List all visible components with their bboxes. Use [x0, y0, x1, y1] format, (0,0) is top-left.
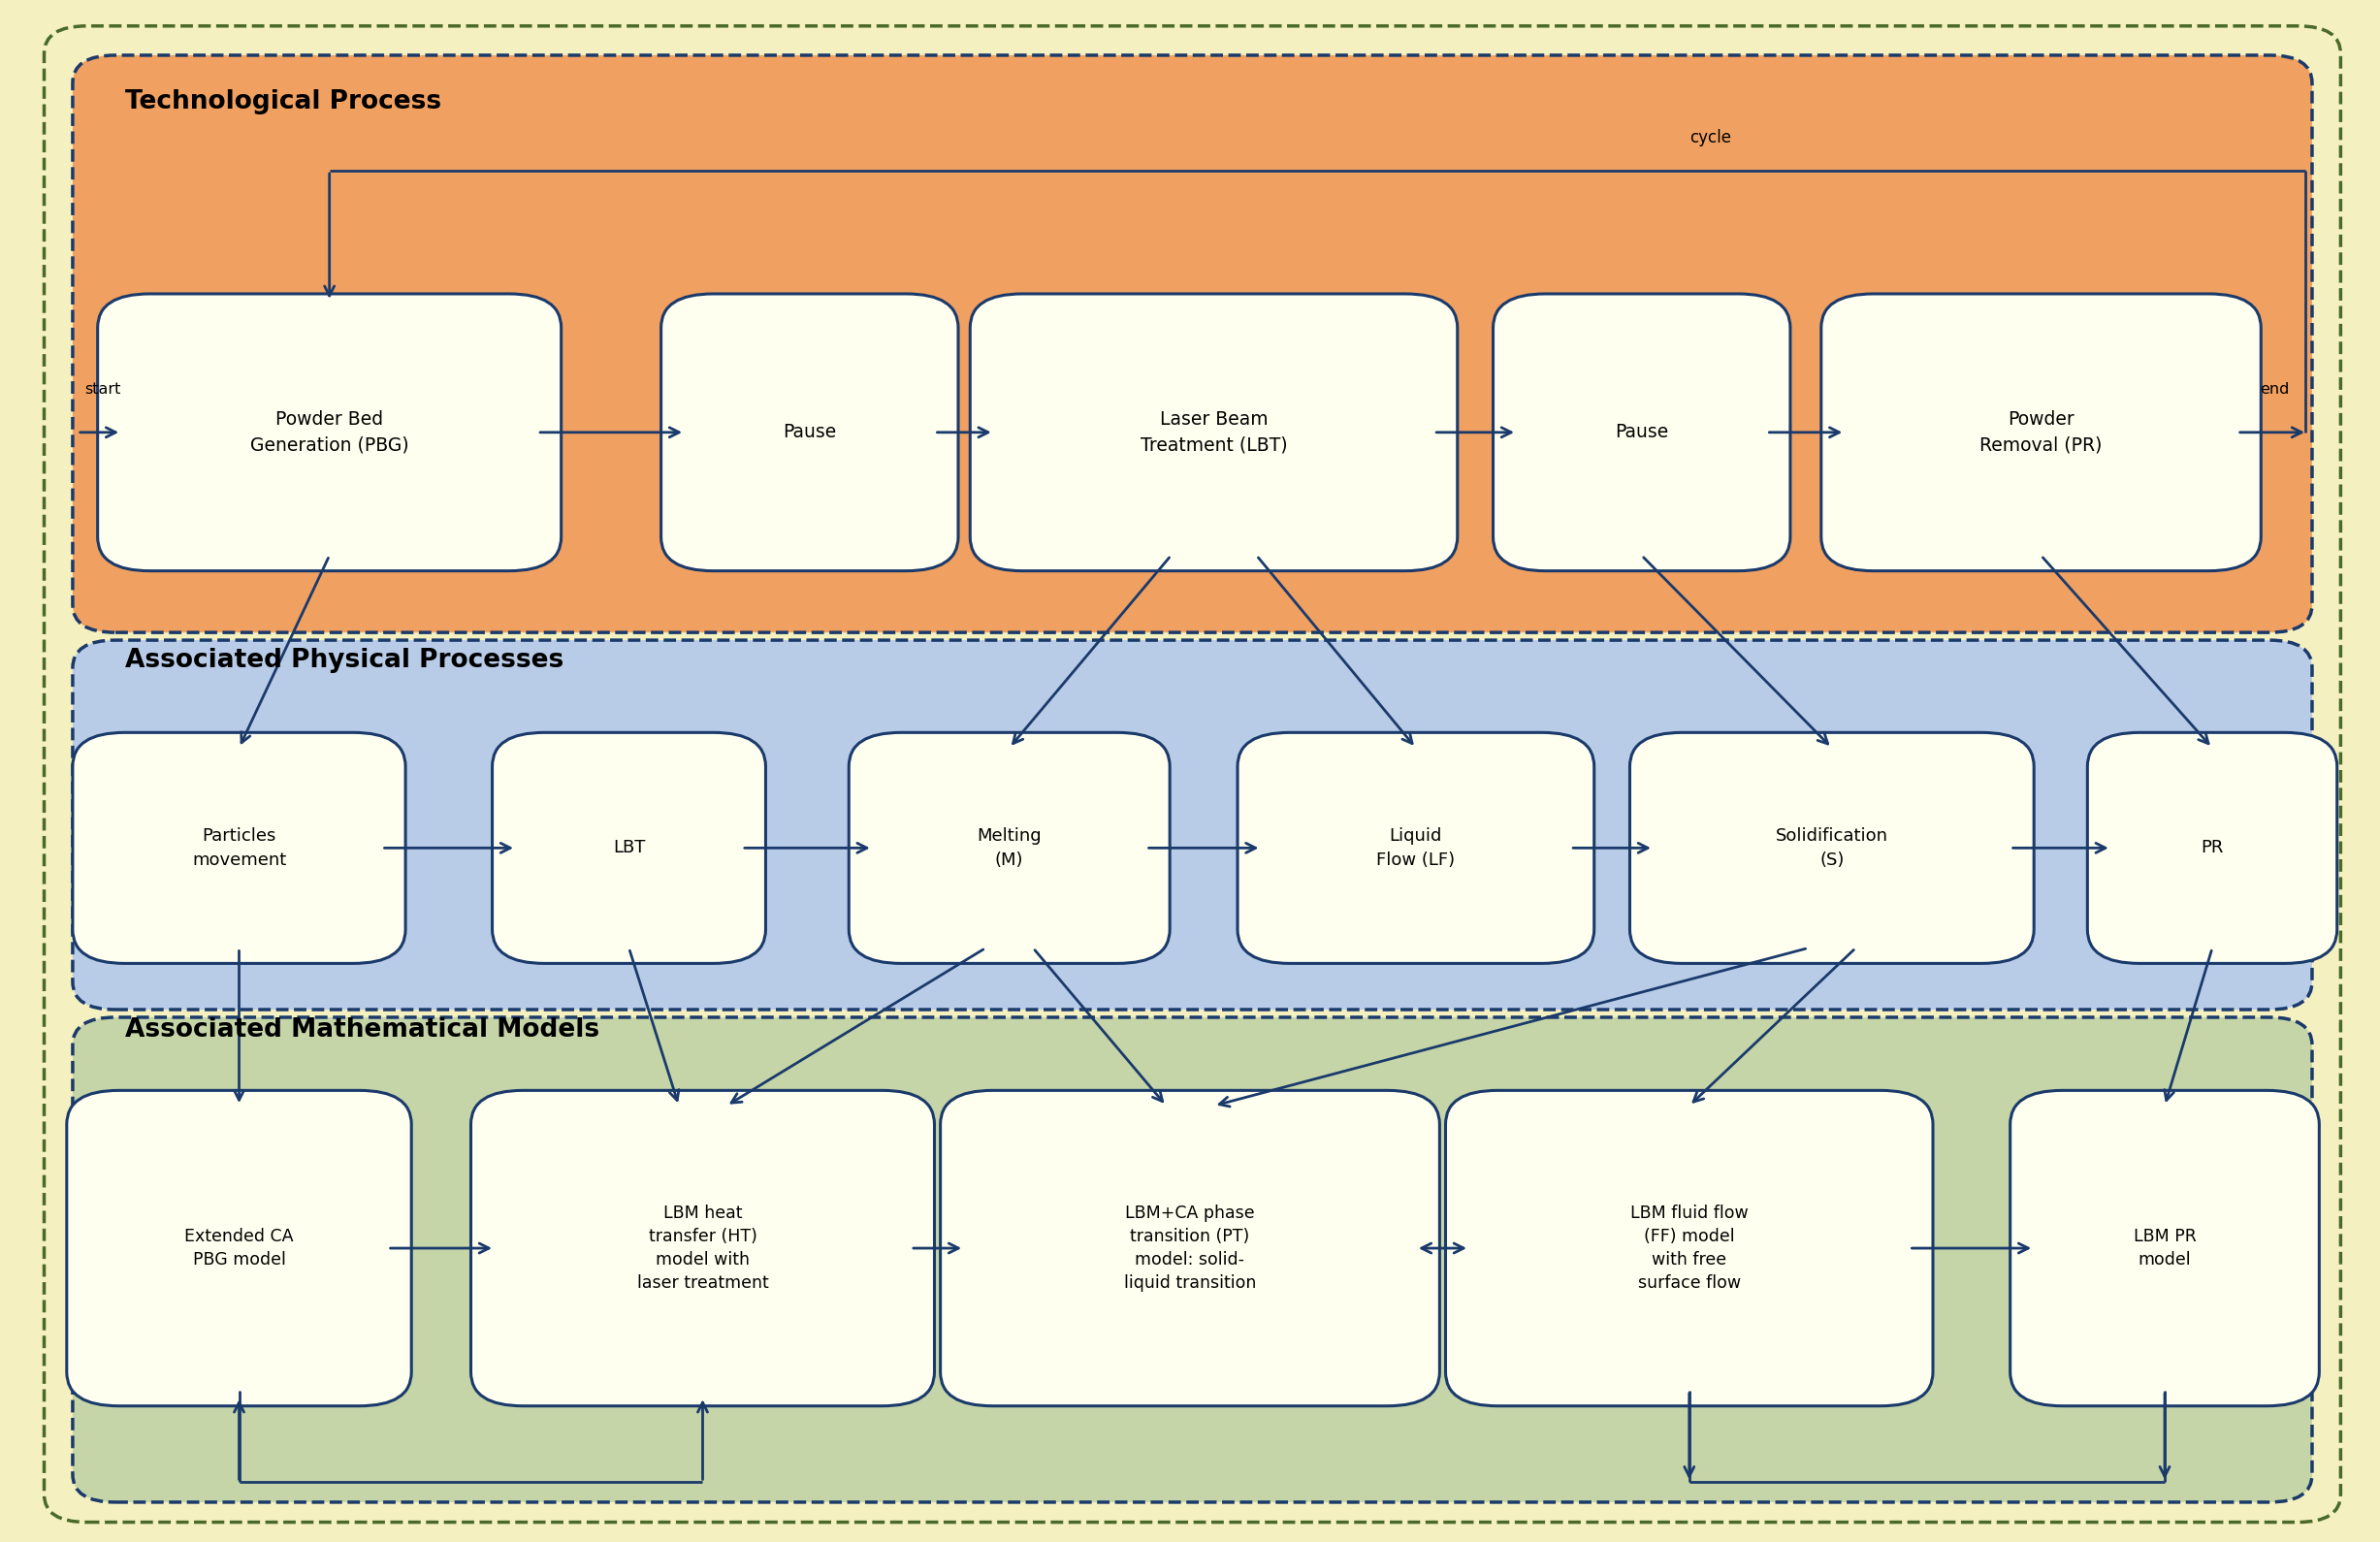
FancyBboxPatch shape: [74, 56, 2311, 632]
Text: cycle: cycle: [1690, 130, 1730, 146]
FancyBboxPatch shape: [940, 1090, 1440, 1406]
Text: end: end: [2259, 382, 2290, 396]
Text: LBM fluid flow
(FF) model
with free
surface flow: LBM fluid flow (FF) model with free surf…: [1630, 1204, 1749, 1292]
Text: Laser Beam
Treatment (LBT): Laser Beam Treatment (LBT): [1140, 410, 1288, 453]
FancyBboxPatch shape: [1492, 295, 1790, 571]
Text: PR: PR: [2202, 839, 2223, 857]
Text: LBT: LBT: [612, 839, 645, 857]
Text: Solidification
(S): Solidification (S): [1775, 828, 1887, 868]
Text: Liquid
Flow (LF): Liquid Flow (LF): [1376, 828, 1454, 868]
Text: start: start: [86, 382, 121, 396]
Text: Powder
Removal (PR): Powder Removal (PR): [1980, 410, 2102, 453]
FancyBboxPatch shape: [1821, 295, 2261, 571]
FancyBboxPatch shape: [98, 295, 562, 571]
FancyBboxPatch shape: [1630, 732, 2035, 964]
FancyBboxPatch shape: [74, 732, 405, 964]
Text: Associated Mathematical Models: Associated Mathematical Models: [126, 1018, 600, 1042]
FancyBboxPatch shape: [67, 1090, 412, 1406]
Text: Pause: Pause: [783, 423, 835, 441]
Text: Associated Physical Processes: Associated Physical Processes: [126, 648, 564, 672]
Text: LBM+CA phase
transition (PT)
model: solid-
liquid transition: LBM+CA phase transition (PT) model: soli…: [1123, 1204, 1257, 1292]
Text: Technological Process: Technological Process: [126, 89, 440, 114]
FancyBboxPatch shape: [1238, 732, 1595, 964]
FancyBboxPatch shape: [74, 1018, 2311, 1502]
FancyBboxPatch shape: [1445, 1090, 1933, 1406]
Text: Melting
(M): Melting (M): [978, 828, 1042, 868]
Text: Extended CA
PBG model: Extended CA PBG model: [186, 1227, 293, 1269]
FancyBboxPatch shape: [45, 26, 2340, 1522]
FancyBboxPatch shape: [2011, 1090, 2318, 1406]
FancyBboxPatch shape: [2087, 732, 2337, 964]
Text: Particles
movement: Particles movement: [193, 828, 286, 868]
FancyBboxPatch shape: [74, 640, 2311, 1010]
FancyBboxPatch shape: [971, 295, 1457, 571]
FancyBboxPatch shape: [471, 1090, 935, 1406]
Text: Powder Bed
Generation (PBG): Powder Bed Generation (PBG): [250, 410, 409, 453]
FancyBboxPatch shape: [493, 732, 766, 964]
FancyBboxPatch shape: [850, 732, 1171, 964]
FancyBboxPatch shape: [662, 295, 959, 571]
Text: Pause: Pause: [1616, 423, 1668, 441]
Text: LBM heat
transfer (HT)
model with
laser treatment: LBM heat transfer (HT) model with laser …: [638, 1204, 769, 1292]
Text: LBM PR
model: LBM PR model: [2132, 1227, 2197, 1269]
